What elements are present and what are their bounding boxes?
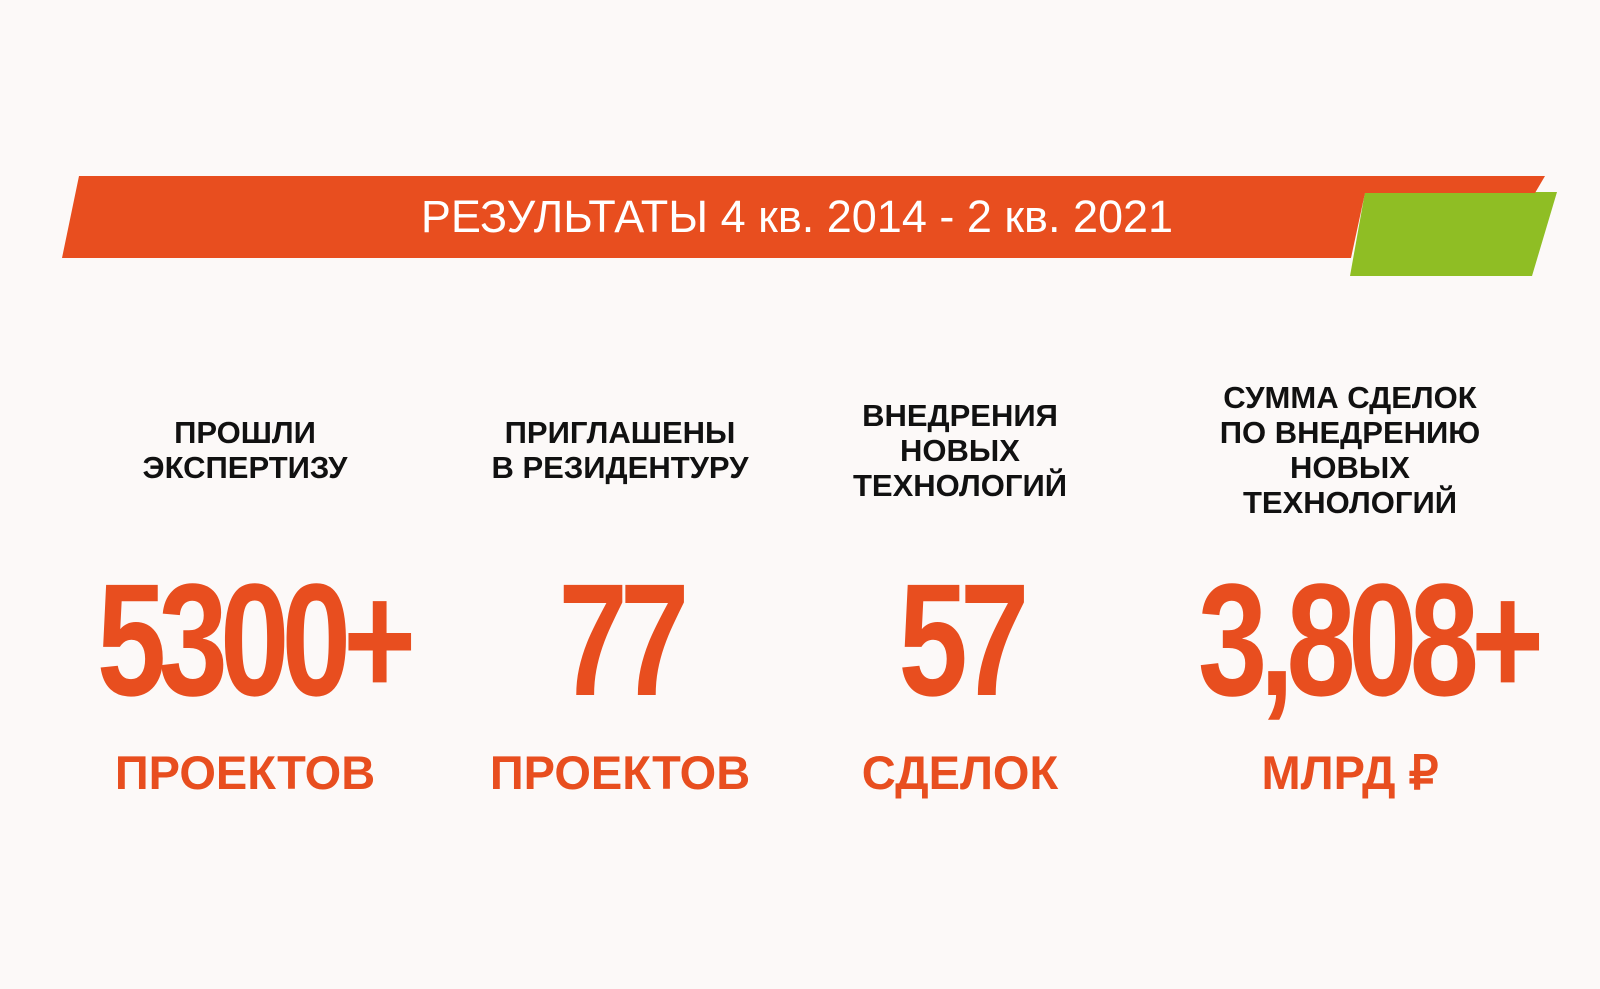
stat-value: 57 — [898, 550, 1029, 729]
banner-orange-stripe — [62, 176, 1545, 258]
stat-label: ПРОШЛИ ЭКСПЕРТИЗУ — [55, 400, 435, 485]
stat-deal-sum: СУММА СДЕЛОК ПО ВНЕДРЕНИЮ НОВЫХ ТЕХНОЛОГ… — [1155, 0, 1545, 989]
stat-label-line: ВНЕДРЕНИЯ — [862, 398, 1058, 433]
banner-title: РЕЗУЛЬТАТЫ 4 кв. 2014 - 2 кв. 2021 — [420, 191, 1174, 242]
banner-green-stripe — [1350, 192, 1557, 276]
stat-unit: ПРОЕКТОВ — [489, 746, 751, 799]
stat-unit: СДЕЛОК — [861, 746, 1059, 799]
stat-label-line: ПРОШЛИ — [174, 415, 316, 450]
stat-unit: МЛРД ₽ — [1261, 746, 1439, 799]
stat-label: ВНЕДРЕНИЯ НОВЫХ ТЕХНОЛОГИЙ — [810, 395, 1110, 503]
stat-residency: ПРИГЛАШЕНЫ В РЕЗИДЕНТУРУ 77 ПРОЕКТОВ — [470, 0, 770, 989]
stat-label-line: ПО ВНЕДРЕНИЮ — [1219, 415, 1481, 450]
stat-label-line: НОВЫХ — [1290, 450, 1410, 485]
stat-label-line: ТЕХНОЛОГИЙ — [852, 468, 1068, 503]
stat-label-line: СУММА СДЕЛОК — [1223, 380, 1477, 415]
stat-label-line: ЭКСПЕРТИЗУ — [142, 450, 348, 485]
stat-expertise: ПРОШЛИ ЭКСПЕРТИЗУ 5300+ ПРОЕКТОВ — [55, 0, 435, 989]
stat-label: ПРИГЛАШЕНЫ В РЕЗИДЕНТУРУ — [470, 400, 770, 485]
stat-label: СУММА СДЕЛОК ПО ВНЕДРЕНИЮ НОВЫХ ТЕХНОЛОГ… — [1155, 380, 1545, 520]
stat-unit: ПРОЕКТОВ — [114, 746, 376, 799]
stat-value: 3,808+ — [1197, 550, 1544, 729]
stat-label-line: НОВЫХ — [900, 433, 1020, 468]
stat-deals: ВНЕДРЕНИЯ НОВЫХ ТЕХНОЛОГИЙ 57 СДЕЛОК — [810, 0, 1110, 989]
stat-label-line: ТЕХНОЛОГИЙ — [1242, 485, 1458, 520]
stat-value: 77 — [558, 550, 689, 729]
stat-label-line: В РЕЗИДЕНТУРУ — [491, 450, 749, 485]
stat-value: 5300+ — [96, 550, 416, 729]
stat-label-line: ПРИГЛАШЕНЫ — [504, 415, 736, 450]
